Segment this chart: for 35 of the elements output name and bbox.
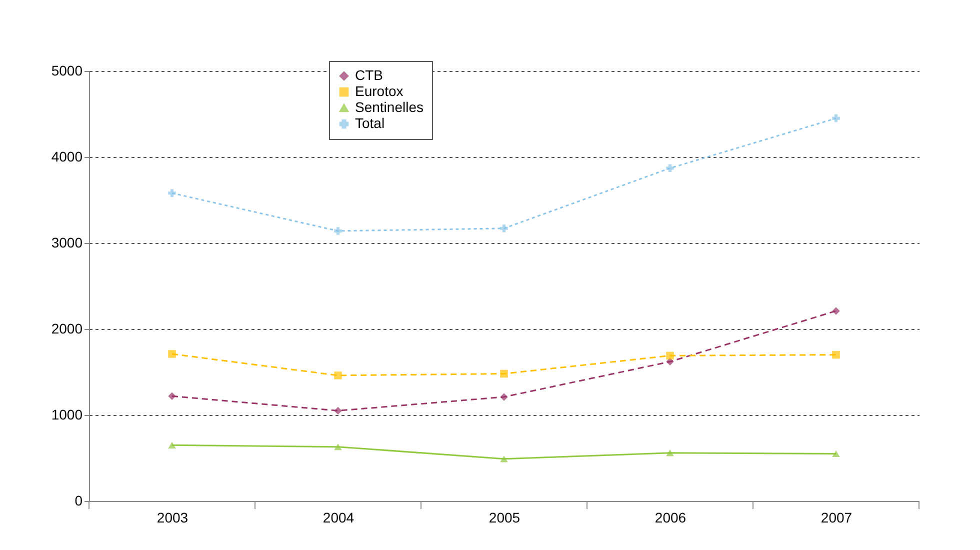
- x-tick-label: 2004: [322, 510, 354, 526]
- point: [666, 164, 674, 172]
- point: [500, 224, 508, 232]
- y-tick-label: 3000: [51, 234, 83, 250]
- legend-label: Total: [355, 115, 385, 131]
- point: [666, 352, 674, 360]
- y-tick-label: 4000: [51, 148, 83, 164]
- point: [334, 227, 342, 235]
- point: [168, 350, 176, 358]
- point: [334, 443, 342, 450]
- point: [168, 189, 176, 197]
- point: [334, 372, 342, 380]
- y-tick-label: 1000: [51, 406, 83, 422]
- legend-label: CTB: [355, 67, 383, 83]
- point: [500, 370, 508, 378]
- point: [666, 358, 674, 366]
- x-tick-label: 2003: [156, 510, 188, 526]
- point: [500, 393, 508, 401]
- legend-label: Eurotox: [355, 83, 404, 99]
- y-tick-label: 5000: [51, 62, 83, 78]
- x-tick-label: 2006: [654, 510, 686, 526]
- x-tick-label: 2005: [488, 510, 520, 526]
- legend-label: Sentinelles: [355, 99, 424, 115]
- point: [500, 456, 508, 462]
- y-tick-label: 2000: [51, 320, 83, 336]
- point: [666, 449, 674, 456]
- point: [832, 350, 840, 359]
- point: [832, 450, 840, 458]
- point: [168, 392, 176, 400]
- point: [832, 114, 840, 122]
- point: [334, 406, 342, 415]
- point: [832, 307, 840, 315]
- y-tick-label: 0: [74, 492, 83, 508]
- point: [168, 442, 176, 448]
- x-tick-label: 2007: [820, 510, 852, 526]
